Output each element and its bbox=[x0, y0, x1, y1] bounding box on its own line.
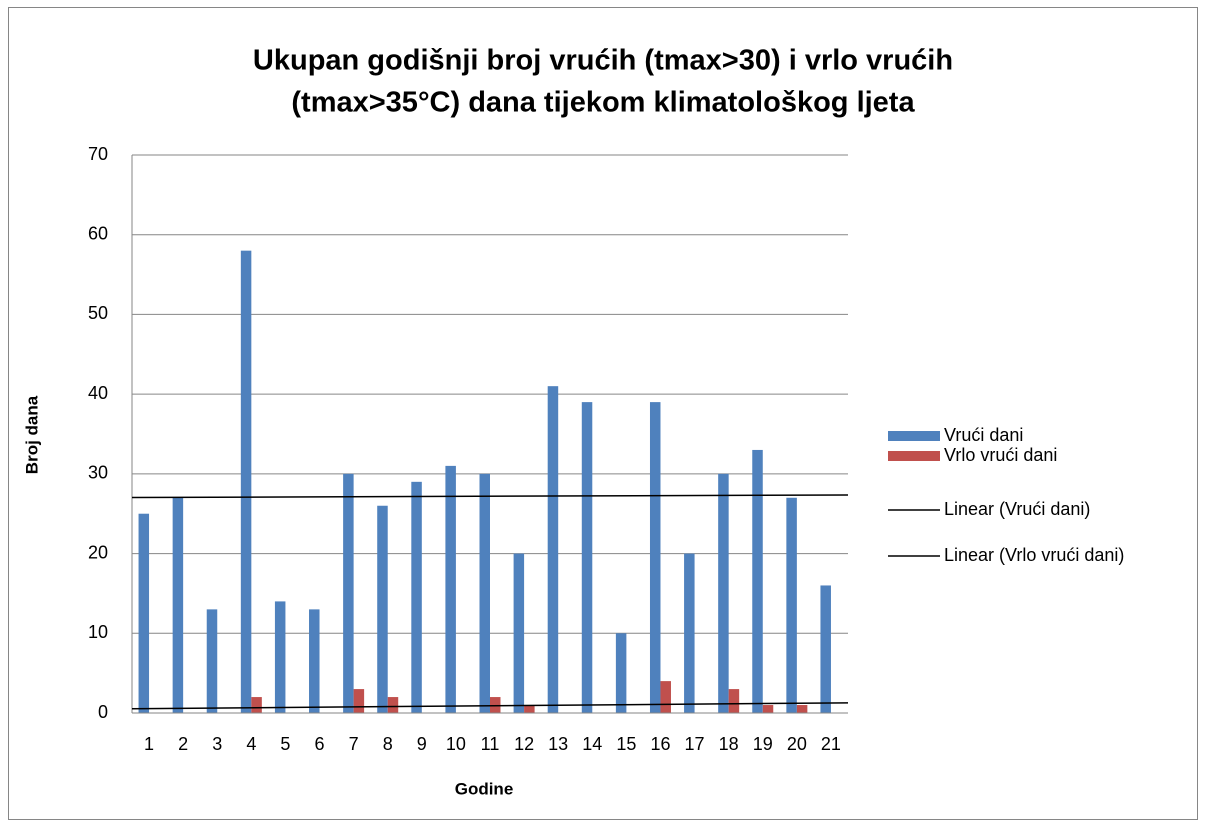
bar bbox=[479, 473, 490, 713]
x-tick-label: 19 bbox=[753, 734, 773, 754]
x-tick-label: 14 bbox=[582, 734, 602, 754]
x-tick-label: 20 bbox=[787, 734, 807, 754]
legend-label: Vrlo vrući dani bbox=[944, 445, 1057, 465]
y-axis-title: Broj dana bbox=[22, 395, 41, 474]
y-tick-label: 0 bbox=[98, 702, 108, 722]
bar bbox=[387, 697, 399, 713]
x-axis-title: Godine bbox=[455, 779, 514, 798]
bar bbox=[251, 697, 262, 713]
trendline bbox=[131, 702, 849, 710]
x-tick-label: 8 bbox=[383, 734, 393, 754]
bar bbox=[820, 585, 831, 713]
x-tick-label: 13 bbox=[548, 734, 568, 754]
bar bbox=[445, 465, 456, 713]
bar bbox=[796, 705, 808, 713]
bar bbox=[353, 689, 365, 713]
legend-label: Vrući dani bbox=[944, 425, 1023, 445]
bar bbox=[615, 633, 627, 713]
y-tick-label: 20 bbox=[88, 542, 108, 562]
x-tick-label: 12 bbox=[514, 734, 534, 754]
bar bbox=[660, 681, 671, 713]
chart-title: Ukupan godišnji broj vrućih (tmax>30) i … bbox=[253, 45, 953, 77]
bar bbox=[240, 250, 252, 713]
x-tick-label: 9 bbox=[417, 734, 427, 754]
legend-label: Linear (Vrlo vrući dani) bbox=[944, 545, 1124, 565]
bar bbox=[172, 497, 184, 713]
bar bbox=[581, 402, 593, 713]
bar bbox=[309, 609, 320, 713]
bar bbox=[513, 553, 525, 713]
legend-swatch bbox=[888, 451, 940, 461]
bar bbox=[684, 553, 695, 713]
x-tick-label: 2 bbox=[178, 734, 188, 754]
chart-title: (tmax>35°C) dana tijekom klimatološkog l… bbox=[291, 87, 915, 119]
bar bbox=[752, 449, 763, 713]
bar bbox=[343, 473, 354, 713]
x-tick-label: 18 bbox=[719, 734, 739, 754]
legend-swatch bbox=[888, 431, 940, 441]
y-tick-label: 70 bbox=[88, 144, 108, 164]
bar bbox=[649, 402, 661, 713]
y-tick-label: 60 bbox=[88, 223, 108, 243]
x-tick-label: 15 bbox=[616, 734, 636, 754]
legend-label: Linear (Vrući dani) bbox=[944, 499, 1090, 519]
x-tick-label: 5 bbox=[280, 734, 290, 754]
chart-frame bbox=[8, 7, 1198, 820]
x-tick-label: 6 bbox=[315, 734, 325, 754]
bar bbox=[274, 601, 286, 713]
x-tick-label: 21 bbox=[821, 734, 841, 754]
x-tick-label: 4 bbox=[246, 734, 256, 754]
x-tick-label: 11 bbox=[481, 734, 500, 754]
bar bbox=[547, 386, 559, 713]
y-tick-label: 40 bbox=[88, 383, 108, 403]
bar bbox=[206, 609, 218, 713]
bar bbox=[524, 705, 535, 713]
trendline bbox=[131, 494, 849, 499]
x-tick-label: 1 bbox=[144, 734, 154, 754]
bar bbox=[718, 473, 729, 713]
bar bbox=[786, 497, 797, 713]
bar bbox=[728, 689, 740, 713]
x-tick-label: 7 bbox=[349, 734, 359, 754]
bar bbox=[138, 513, 150, 713]
y-tick-label: 50 bbox=[88, 303, 108, 323]
x-tick-label: 17 bbox=[685, 734, 705, 754]
y-tick-label: 10 bbox=[88, 622, 108, 642]
bar bbox=[411, 481, 422, 713]
x-tick-label: 10 bbox=[446, 734, 466, 754]
x-tick-label: 3 bbox=[212, 734, 222, 754]
x-tick-label: 16 bbox=[650, 734, 670, 754]
bar bbox=[762, 705, 774, 713]
bar bbox=[377, 505, 388, 713]
y-tick-label: 30 bbox=[88, 463, 108, 483]
